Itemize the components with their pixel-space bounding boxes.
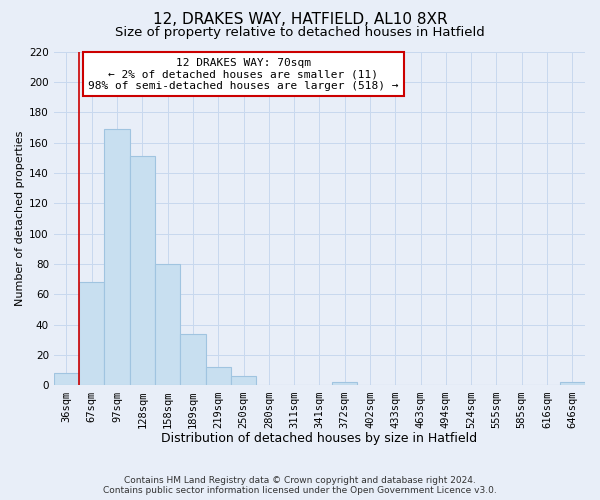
Bar (206, 368, 231, 386)
Text: 12, DRAKES WAY, HATFIELD, AL10 8XR: 12, DRAKES WAY, HATFIELD, AL10 8XR (152, 12, 448, 28)
Bar (104, 129, 130, 386)
X-axis label: Distribution of detached houses by size in Hatfield: Distribution of detached houses by size … (161, 432, 478, 445)
Bar (54, 374, 79, 386)
Bar (180, 334, 206, 386)
Bar (332, 382, 358, 386)
Bar (79, 282, 104, 386)
Text: 12 DRAKES WAY: 70sqm
← 2% of detached houses are smaller (11)
98% of semi-detach: 12 DRAKES WAY: 70sqm ← 2% of detached ho… (88, 58, 399, 91)
Bar (155, 264, 180, 386)
Bar (231, 376, 256, 386)
Text: Size of property relative to detached houses in Hatfield: Size of property relative to detached ho… (115, 26, 485, 39)
Text: Contains HM Land Registry data © Crown copyright and database right 2024.
Contai: Contains HM Land Registry data © Crown c… (103, 476, 497, 495)
Bar (130, 156, 155, 386)
Y-axis label: Number of detached properties: Number of detached properties (15, 131, 25, 306)
Bar (560, 382, 585, 386)
